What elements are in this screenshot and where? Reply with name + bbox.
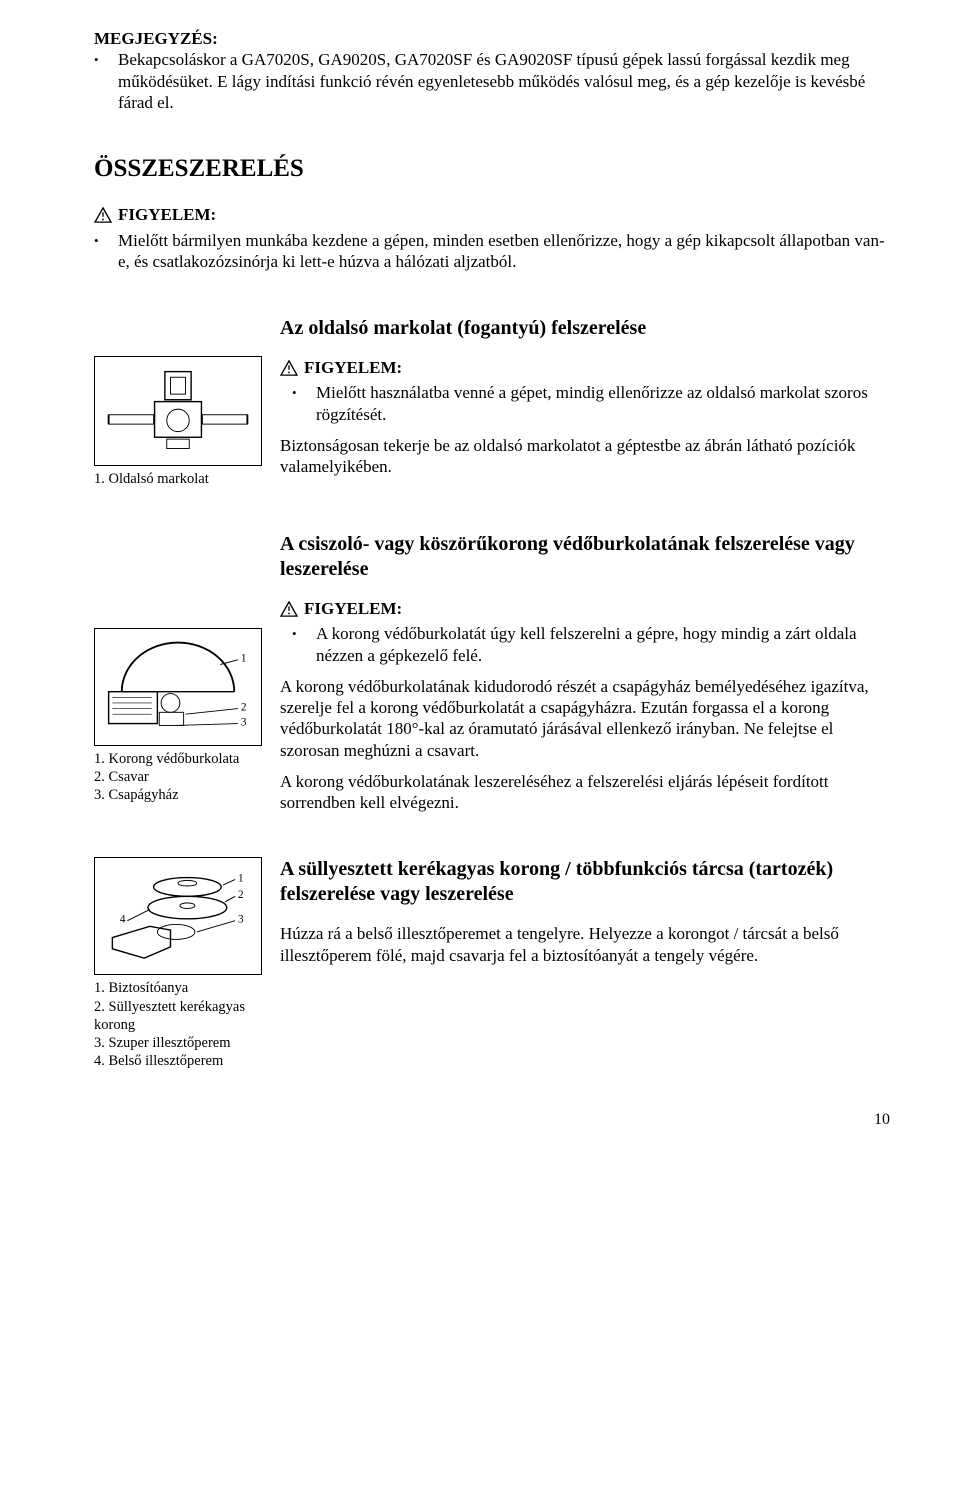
figure-wheel-caption-3: 3. Szuper illesztőperem xyxy=(94,1034,262,1052)
warning-icon xyxy=(280,601,298,617)
note-label: MEGJEGYZÉS: xyxy=(94,28,890,49)
warning-icon xyxy=(94,207,112,223)
guard-heading: A csiszoló- vagy köszörűkorong védőburko… xyxy=(280,532,890,582)
figure-guard-caption-2: 2. Csavar xyxy=(94,768,262,786)
svg-text:2: 2 xyxy=(241,702,247,714)
note-bullet: • Bekapcsoláskor a GA7020S, GA9020S, GA7… xyxy=(94,49,890,113)
guard-body-1: A korong védőburkolatának kidudorodó rés… xyxy=(280,676,890,761)
svg-text:1: 1 xyxy=(241,653,247,665)
figure-wheel-caption-2: 2. Süllyesztett kerékagyas korong xyxy=(94,998,262,1034)
wheel-body: Húzza rá a belső illesztőperemet a tenge… xyxy=(280,923,890,966)
side-handle-warn-row: FIGYELEM: xyxy=(280,357,890,378)
svg-text:3: 3 xyxy=(241,717,247,729)
side-handle-heading: Az oldalsó markolat (fogantyú) felszerel… xyxy=(280,316,890,341)
figure-guard-caption-3: 3. Csapágyház xyxy=(94,786,262,804)
guard-body-2: A korong védőburkolatának leszereléséhez… xyxy=(280,771,890,814)
svg-text:1: 1 xyxy=(238,873,244,885)
assembly-warning-bullet: • Mielőtt bármilyen munkába kezdene a gé… xyxy=(94,230,890,273)
figure-guard-caption-1: 1. Korong védőburkolata xyxy=(94,750,262,768)
wheel-heading: A süllyesztett kerékagyas korong / többf… xyxy=(280,857,890,907)
warning-icon xyxy=(280,360,298,376)
guard-warn-row: FIGYELEM: xyxy=(280,598,890,619)
svg-text:4: 4 xyxy=(120,914,126,926)
figure-side-handle xyxy=(94,356,262,466)
page-number: 10 xyxy=(94,1110,890,1130)
figure-side-handle-caption: 1. Oldalsó markolat xyxy=(94,470,262,488)
assembly-warning-label: FIGYELEM: xyxy=(118,204,216,225)
guard-warn-label: FIGYELEM: xyxy=(304,598,402,619)
side-handle-warn-label: FIGYELEM: xyxy=(304,357,402,378)
figure-wheel-caption-4: 4. Belső illesztőperem xyxy=(94,1052,262,1070)
assembly-heading: ÖSSZESZERELÉS xyxy=(94,153,890,184)
svg-text:2: 2 xyxy=(238,890,244,902)
figure-wheel: 1 2 3 4 xyxy=(94,857,262,975)
figure-wheel-caption-1: 1. Biztosítóanya xyxy=(94,979,262,997)
side-handle-warn-bullet: • Mielőtt használatba venné a gépet, min… xyxy=(292,382,890,425)
guard-warn-bullet: • A korong védőburkolatát úgy kell felsz… xyxy=(292,623,890,666)
svg-text:3: 3 xyxy=(238,914,244,926)
figure-guard: 1 2 3 xyxy=(94,628,262,746)
note-section: MEGJEGYZÉS: • Bekapcsoláskor a GA7020S, … xyxy=(94,28,890,113)
side-handle-body: Biztonságosan tekerje be az oldalsó mark… xyxy=(280,435,890,478)
assembly-warning-row: FIGYELEM: xyxy=(94,204,890,225)
